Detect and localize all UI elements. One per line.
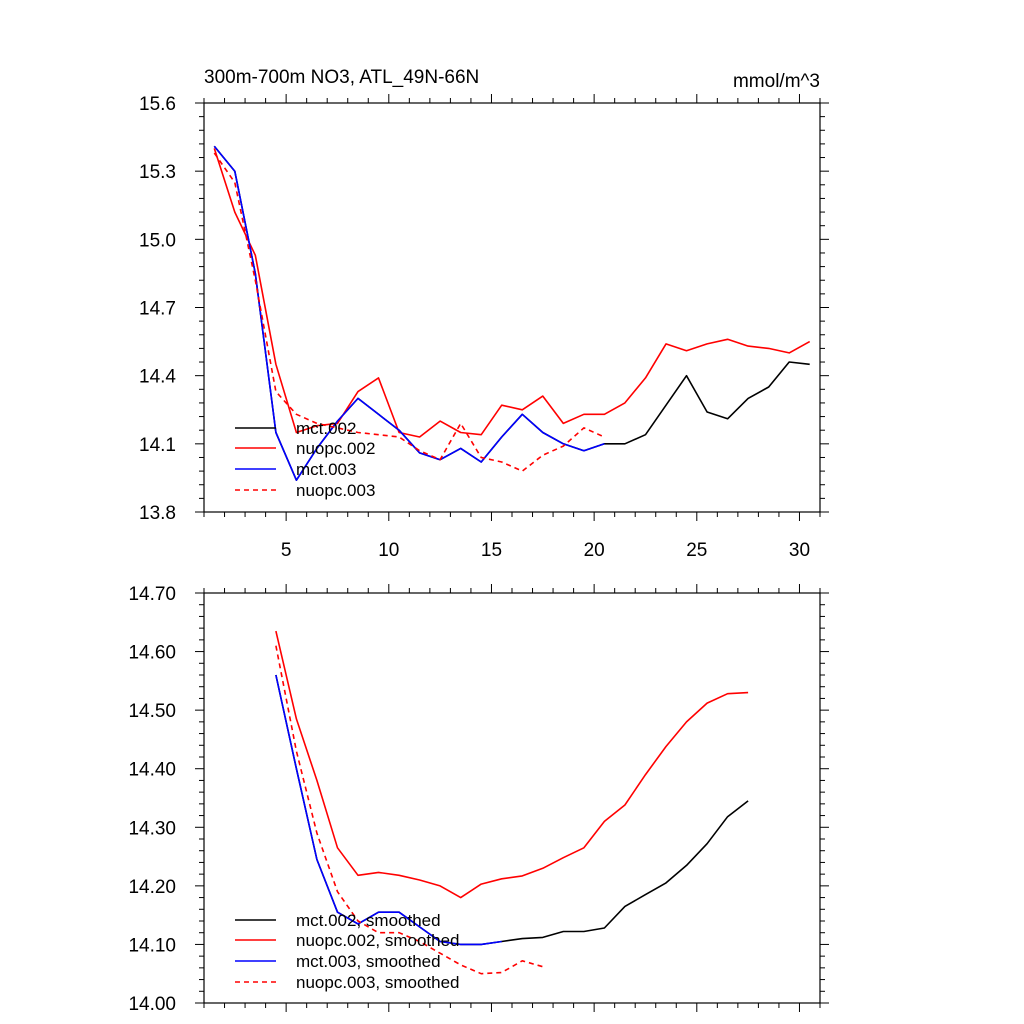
y-tick-label: 14.20: [128, 877, 176, 898]
x-tick-label: 30: [789, 540, 810, 561]
legend-label-2: nuopc.002: [296, 439, 375, 458]
units-label: mmol/m^3: [733, 71, 820, 92]
series-line-2: [275, 630, 749, 899]
series-line-2: [213, 148, 811, 438]
y-tick-label: 14.50: [128, 701, 176, 722]
x-tick-label: 10: [378, 540, 399, 561]
y-tick-label: 13.8: [139, 503, 176, 524]
legend-label-4: nuopc.003: [296, 481, 375, 500]
y-tick-label: 15.6: [139, 94, 176, 115]
y-tick-label: 14.4: [139, 367, 176, 388]
series-line-1: [275, 674, 749, 946]
y-tick-label: 14.7: [139, 299, 176, 320]
bottom-chart-panel: 14.00 14.10 14.20 14.30 14.40 14.50 14.60 14.70…: [128, 584, 829, 1015]
y-tick-label: 14.00: [128, 994, 176, 1015]
y-tick-label: 14.30: [128, 818, 176, 839]
legend-label-1: mct.002: [296, 419, 356, 438]
y-tick-label: 14.60: [128, 643, 176, 664]
y-tick-label: 14.10: [128, 935, 176, 956]
series-line-4: [275, 645, 544, 975]
x-tick-label: 20: [584, 540, 605, 561]
y-tick-label: 14.1: [139, 435, 176, 456]
legend-label-3: mct.003: [296, 460, 356, 479]
x-tick-label: 5: [281, 540, 292, 561]
top-chart-panel: 300m-700m NO3, ATL_49N-66N mmol/m^3 5 10 1…: [139, 67, 829, 561]
y-tick-label: 15.0: [139, 230, 176, 251]
legend-label-2: nuopc.002, smoothed: [296, 931, 460, 950]
legend-label-1: mct.002, smoothed: [296, 911, 441, 930]
x-tick-label: 15: [481, 540, 502, 561]
chart-title: 300m-700m NO3, ATL_49N-66N: [204, 67, 479, 88]
y-tick-label: 14.70: [128, 584, 176, 605]
series-line-3: [275, 674, 502, 946]
y-tick-label: 15.3: [139, 162, 176, 183]
legend-label-3: mct.003, smoothed: [296, 952, 441, 971]
series-line-3: [213, 145, 605, 482]
y-tick-label: 14.40: [128, 760, 176, 781]
x-tick-label: 25: [686, 540, 707, 561]
legend-label-4: nuopc.003, smoothed: [296, 973, 460, 992]
series-line-4: [213, 152, 605, 472]
